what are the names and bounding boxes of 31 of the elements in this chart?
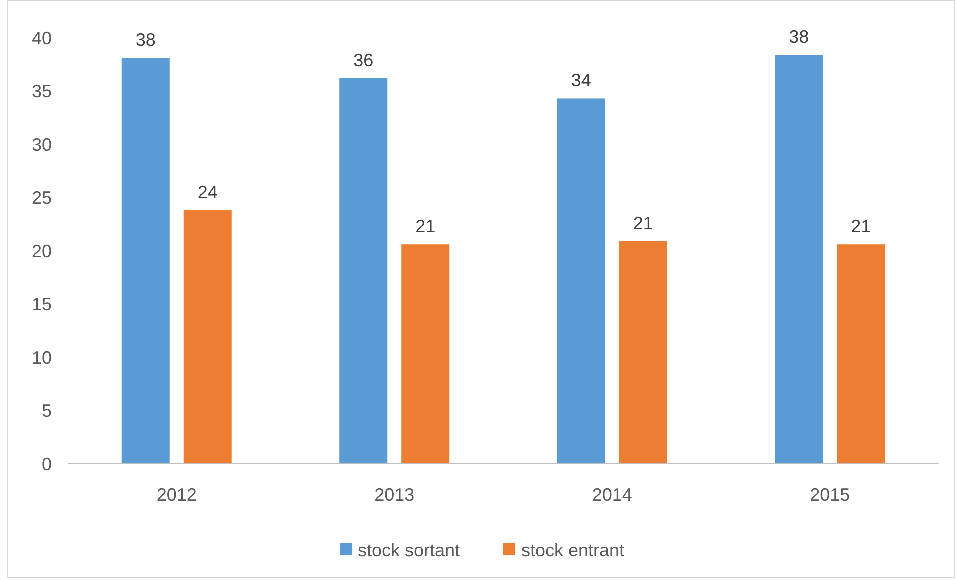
y-tick-label: 35 — [32, 82, 52, 102]
y-tick-label: 20 — [32, 241, 52, 262]
data-label: 21 — [851, 216, 872, 237]
bar — [402, 244, 450, 464]
y-tick-label: 40 — [32, 28, 52, 48]
data-label: 36 — [354, 50, 374, 70]
y-tick-label: 30 — [32, 134, 52, 155]
bar — [184, 210, 232, 464]
legend-label: stock entrant — [522, 540, 625, 560]
y-tick-label: 0 — [42, 454, 52, 474]
legend-label: stock sortant — [358, 540, 460, 560]
bar — [837, 244, 886, 464]
y-tick-label: 5 — [42, 401, 52, 422]
bar — [557, 98, 606, 464]
y-tick-label: 15 — [32, 294, 52, 315]
x-tick-label: 2015 — [810, 485, 850, 505]
x-tick-label: 2014 — [592, 485, 632, 505]
x-tick-label: 2012 — [156, 485, 197, 505]
data-label: 21 — [416, 216, 436, 237]
data-label: 34 — [571, 70, 592, 91]
y-tick-label: 10 — [32, 348, 52, 368]
x-tick-label: 2013 — [374, 485, 415, 505]
bar — [619, 241, 668, 464]
bar — [775, 55, 824, 464]
bar — [122, 58, 170, 464]
y-tick-label: 25 — [32, 188, 52, 208]
bar — [340, 78, 388, 464]
data-label: 38 — [789, 27, 810, 48]
data-label: 24 — [198, 182, 218, 203]
data-label: 38 — [136, 30, 156, 50]
data-label: 21 — [633, 213, 654, 234]
